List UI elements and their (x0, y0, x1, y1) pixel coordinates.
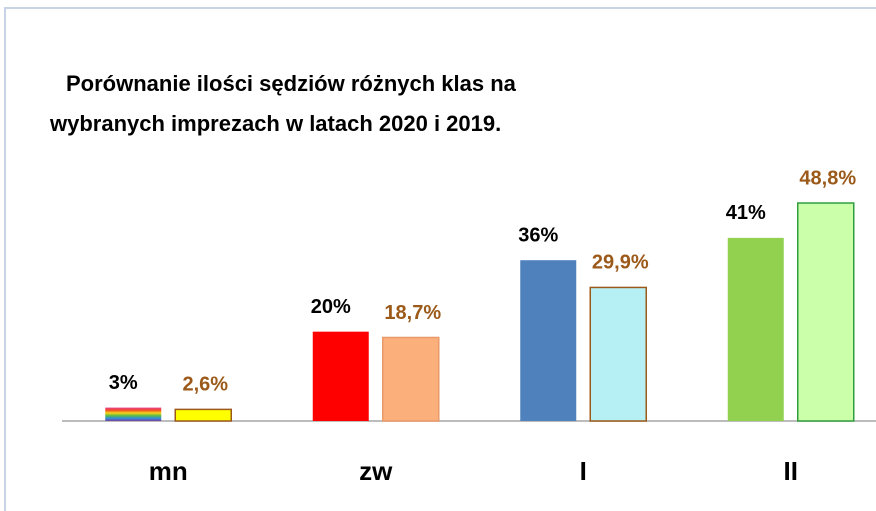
data-label: 48,8% (799, 167, 856, 189)
bar (520, 260, 577, 421)
x-tick-label: I (580, 456, 587, 486)
bar (589, 286, 647, 422)
data-label: 20% (311, 296, 351, 318)
data-label: 2,6% (182, 374, 228, 396)
frame (4, 7, 876, 511)
bar (727, 237, 784, 421)
data-label: 29,9% (592, 252, 649, 274)
data-label: 18,7% (384, 302, 441, 324)
bar (105, 407, 162, 421)
x-tick-label: zw (359, 456, 393, 486)
bar (797, 202, 855, 422)
data-label: 36% (518, 224, 558, 246)
bar (312, 331, 369, 421)
bar (382, 336, 440, 422)
x-tick-label: mn (149, 456, 188, 486)
data-label: 3% (109, 372, 138, 394)
data-label: 41% (726, 202, 766, 224)
chart-title: wybranych imprezach w latach 2020 i 2019… (49, 111, 501, 136)
chart-title: Porównanie ilości sędziów różnych klas n… (66, 71, 517, 96)
bar (174, 408, 232, 422)
x-tick-label: II (784, 456, 798, 486)
